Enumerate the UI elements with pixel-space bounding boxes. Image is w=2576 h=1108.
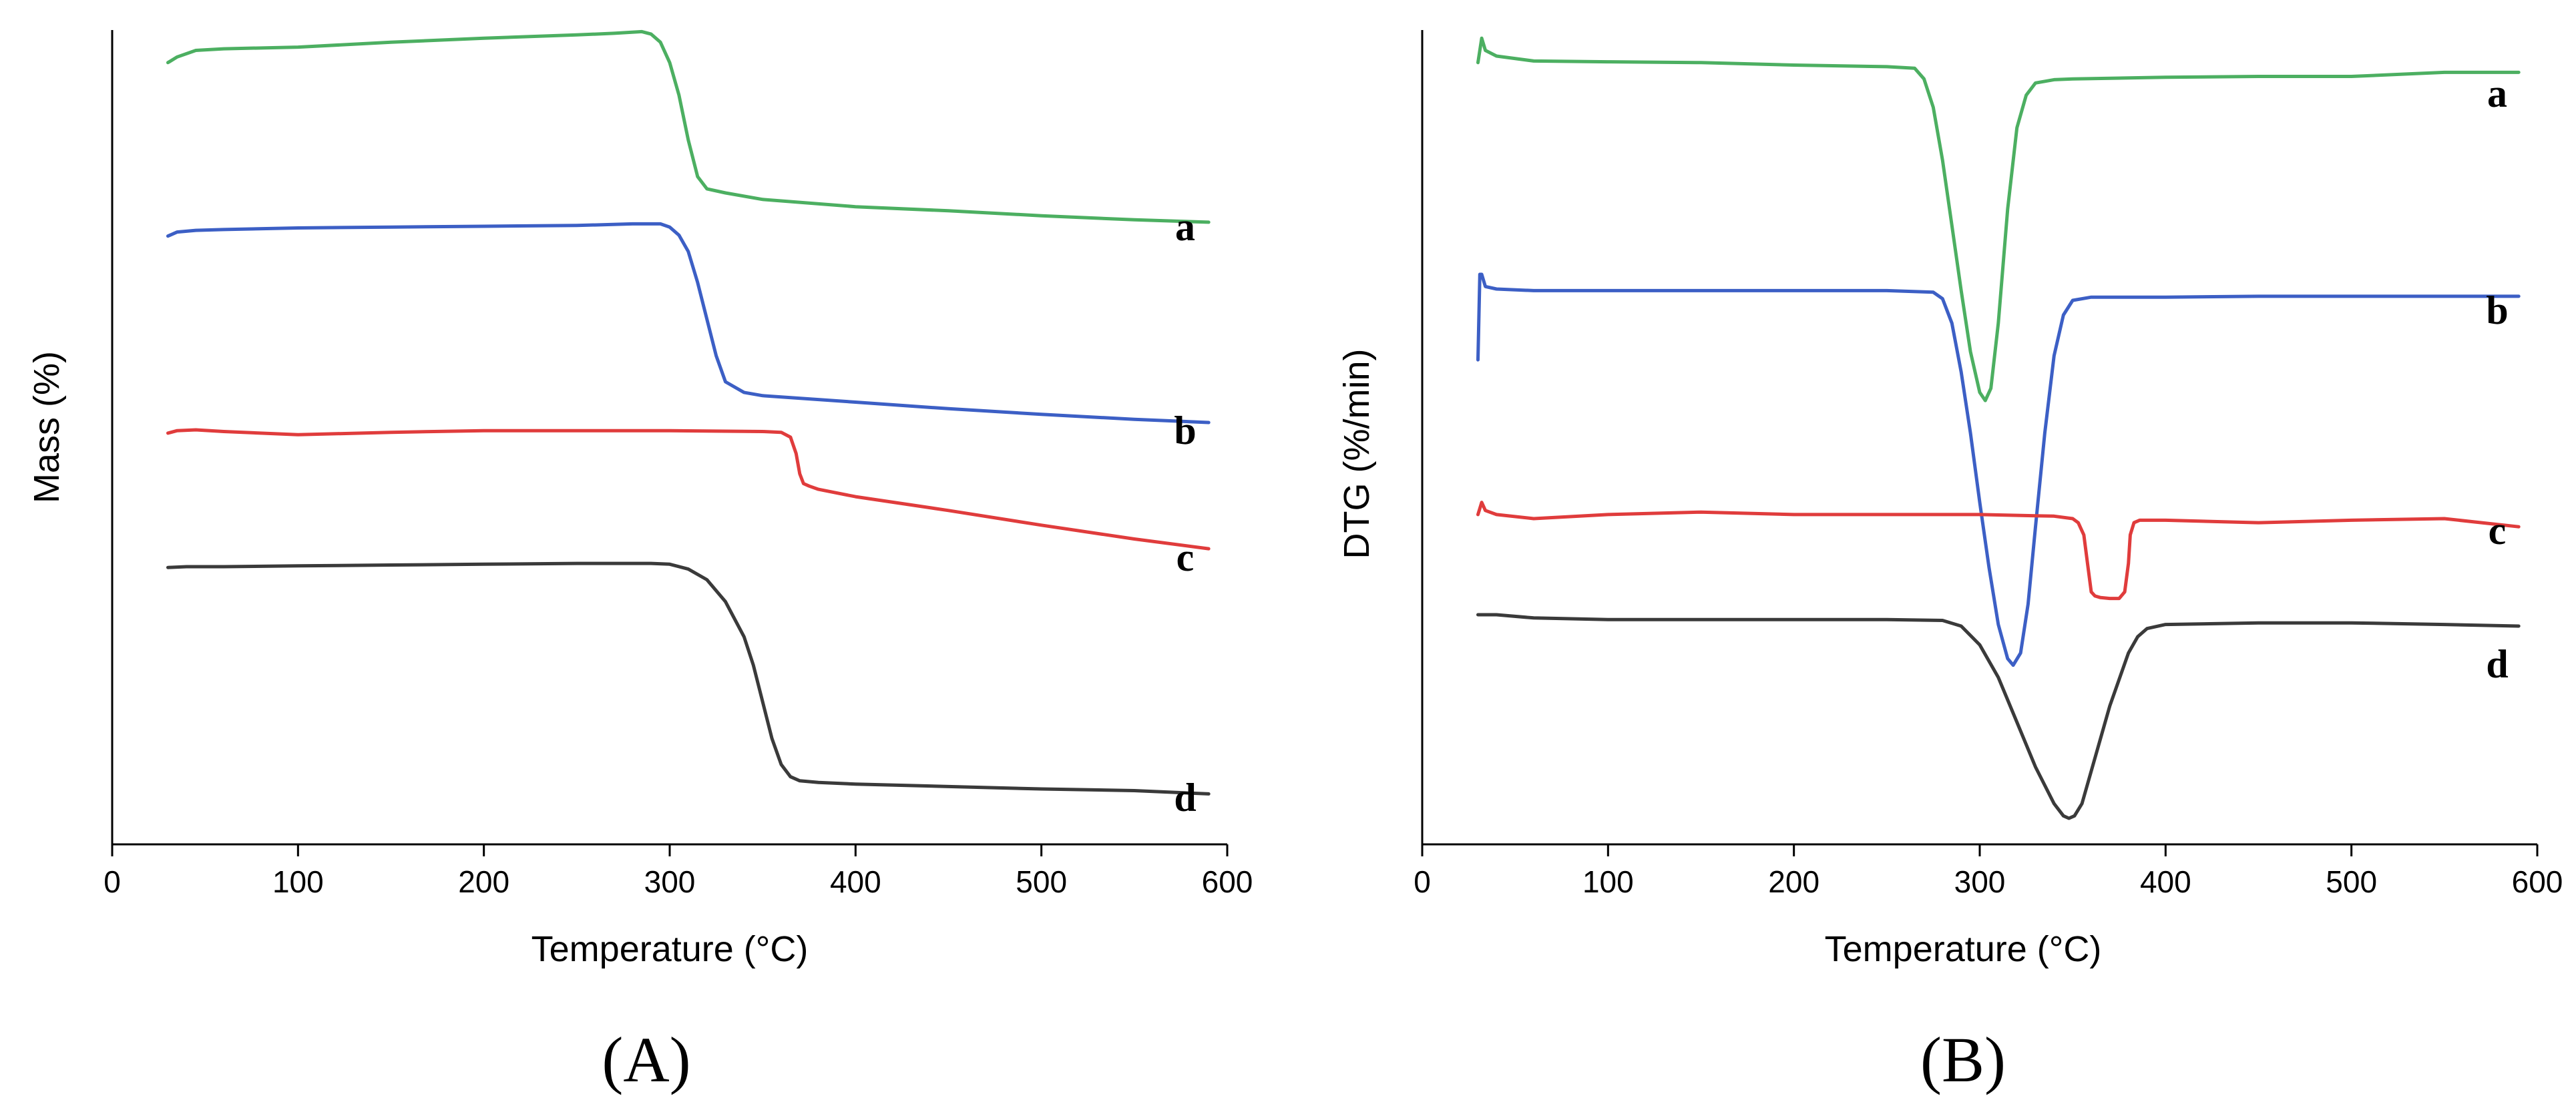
panel-b-x-tick-label: 600 [2512, 864, 2563, 899]
panel-b-x-tick-label: 0 [1414, 864, 1431, 899]
panel-a-y-axis-label: Mass (%) [27, 351, 67, 503]
panel-b-label: (B) [1920, 1024, 2006, 1095]
panel-a-x-tick-label: 200 [458, 864, 509, 899]
panel-a-series-c-label: c [1176, 535, 1195, 579]
panel-a-x-axis-label: Temperature (°C) [531, 929, 809, 969]
panel-b-x-tick-label: 400 [2140, 864, 2191, 899]
panel-b-series-c-label: c [2489, 509, 2507, 553]
panel-b-series-a-label: a [2487, 71, 2507, 115]
panel-a-x-tick-label: 0 [103, 864, 121, 899]
panel-b-x-axis-label: Temperature (°C) [1825, 929, 2102, 969]
panel-a-label: (A) [602, 1024, 690, 1095]
panel-a-x-tick-label: 600 [1202, 864, 1253, 899]
panel-a-series-a-line [166, 29, 1211, 224]
panel-b-x-tick-label: 300 [1954, 864, 2006, 899]
panel-a-series-b-line [166, 222, 1211, 425]
panel-b-plot: 0 100 200 300 400 500 600 a b c d [1414, 30, 2563, 899]
panel-a-x-tick-label: 100 [272, 864, 324, 899]
panel-a-series-c-line [166, 428, 1211, 551]
panel-a-plot: 0 100 200 300 400 500 600 a b c d [103, 29, 1253, 899]
panel-b: DTG (%/min) Temperature (°C) (B) 0 100 200… [1337, 30, 2563, 1095]
panel-b-series-a-line [1476, 36, 2521, 402]
panel-a-series-a-label: a [1175, 205, 1195, 249]
panel-b-x-tick-label: 500 [2326, 864, 2377, 899]
panel-b-y-axis-label: DTG (%/min) [1337, 349, 1377, 559]
panel-b-series-c-line [1476, 501, 2521, 601]
panel-a-x-tick-label: 400 [830, 864, 881, 899]
panel-a-series-d-label: d [1174, 776, 1196, 820]
panel-b-series-b-line [1476, 272, 2521, 667]
panel-b-x-tick-label: 200 [1768, 864, 1819, 899]
panel-a-series-b-label: b [1174, 408, 1196, 453]
panel-a-x-tick-label: 500 [1016, 864, 1067, 899]
panel-b-x-tick-label: 100 [1582, 864, 1634, 899]
panel-a-x-tick-label: 300 [644, 864, 696, 899]
panel-b-series-d-line [1476, 613, 2521, 820]
panel-a-series-d-line [166, 561, 1211, 796]
panel-a: Mass (%) Temperature (°C) (A) 0 100 200 300… [27, 29, 1253, 1095]
panel-b-series-d-label: d [2486, 642, 2508, 686]
panel-b-series-b-label: b [2486, 288, 2508, 332]
